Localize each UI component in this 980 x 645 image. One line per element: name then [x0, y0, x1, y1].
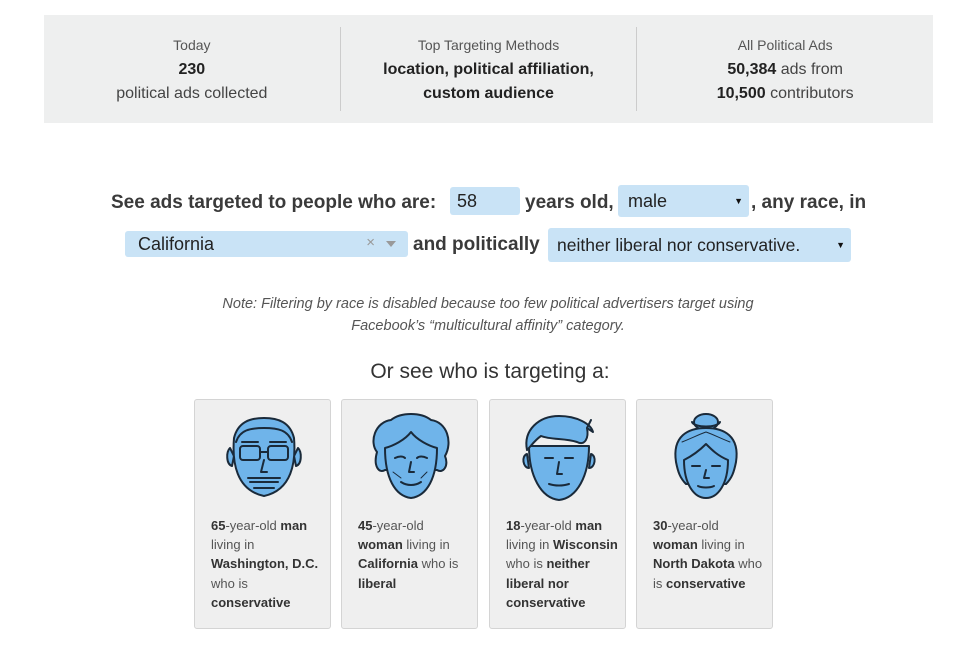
- personas-heading: Or see who is targeting a:: [370, 360, 610, 383]
- stats-bar: Today 230 political ads collected Top Ta…: [44, 15, 933, 123]
- state-select-value: California: [138, 233, 215, 254]
- chevron-down-icon: ▼: [836, 240, 845, 250]
- stat-today-text: political ads collected: [116, 84, 268, 102]
- politics-select-value: neither liberal nor conservative.: [557, 234, 801, 255]
- young-man-face-icon: [522, 415, 596, 501]
- persona-description: 65-year-old man living in Washington, D.…: [211, 518, 319, 610]
- persona-card[interactable]: 18-year-old man living in Wisconsin who …: [489, 399, 626, 629]
- chevron-down-icon: ▼: [734, 196, 743, 206]
- clear-icon[interactable]: ×: [366, 234, 375, 251]
- persona-description: 18-year-old man living in Wisconsin who …: [506, 518, 618, 610]
- stat-today: Today 230 political ads collected: [44, 15, 340, 123]
- stat-today-label: Today: [173, 36, 211, 53]
- state-select[interactable]: California ×: [125, 231, 408, 257]
- stat-methods: Top Targeting Methods location, politica…: [341, 15, 637, 123]
- stat-today-count: 230: [178, 60, 206, 78]
- age-input[interactable]: 58: [450, 187, 520, 215]
- divider: [339, 27, 341, 111]
- stat-all-ads-suffix: ads from: [776, 60, 843, 78]
- stat-all-label: All Political Ads: [737, 36, 833, 53]
- elderly-man-face-icon: [226, 417, 302, 497]
- age-suffix: years old,: [525, 192, 614, 213]
- chevron-down-icon[interactable]: [386, 241, 396, 247]
- stat-methods-line2: custom audience: [423, 84, 554, 102]
- stat-all-contributors-count: 10,500: [716, 84, 766, 102]
- persona-description: 45-year-old woman living in California w…: [358, 518, 459, 591]
- politics-prefix: and politically: [413, 234, 540, 255]
- age-input-value: 58: [457, 190, 478, 211]
- filter-prefix: See ads targeted to people who are:: [111, 192, 437, 213]
- note-line-1: Note: Filtering by race is disabled beca…: [222, 296, 754, 312]
- stat-all-contributors-suffix: contributors: [765, 84, 854, 102]
- stat-all-ads: All Political Ads 50,384 ads from 10,500…: [637, 15, 933, 123]
- woman-bun-face-icon: [674, 413, 738, 499]
- persona-card[interactable]: 30-year-old woman living in North Dakota…: [636, 399, 773, 629]
- note-line-2: Facebook’s “multicultural affinity” cate…: [351, 318, 625, 334]
- race-text: , any race, in: [751, 192, 867, 213]
- gender-select-value: male: [628, 190, 668, 211]
- woman-face-icon: [372, 413, 450, 499]
- race-filter-note: Note: Filtering by race is disabled beca…: [150, 293, 826, 337]
- gender-select[interactable]: male ▼: [618, 185, 749, 217]
- stat-methods-line1: location, political affiliation,: [383, 60, 594, 78]
- politics-select[interactable]: neither liberal nor conservative. ▼: [548, 228, 851, 262]
- persona-description: 30-year-old woman living in North Dakota…: [653, 518, 763, 591]
- persona-card[interactable]: 45-year-old woman living in California w…: [341, 399, 478, 629]
- stat-all-ads-count: 50,384: [727, 60, 777, 78]
- divider: [636, 27, 638, 111]
- filter-row-1: See ads targeted to people who are: 58 y…: [0, 185, 980, 219]
- stat-methods-label: Top Targeting Methods: [417, 36, 560, 53]
- filter-row-2: California × and politically neither lib…: [0, 228, 980, 262]
- persona-card[interactable]: 65-year-old man living in Washington, D.…: [194, 399, 331, 629]
